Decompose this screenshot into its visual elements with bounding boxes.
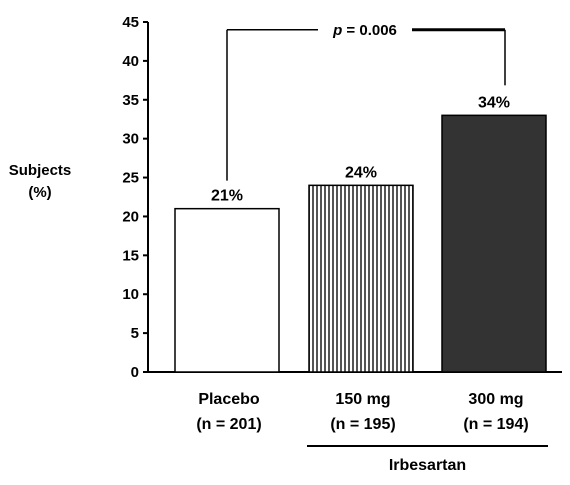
y-tick-label: 5: [131, 325, 139, 342]
y-tick-label: 30: [122, 131, 139, 148]
category-sublabel: (n = 195): [330, 416, 395, 433]
bars-layer: [174, 114, 547, 373]
category-label: 150 mg: [335, 391, 390, 408]
p-value-label: p = 0.006: [332, 22, 397, 39]
data-label: 21%: [211, 188, 243, 205]
annotation-layer: Irbesartan p = 0.006: [226, 22, 548, 474]
y-tick-label: 35: [122, 92, 139, 109]
category-label: Placebo: [198, 391, 260, 408]
category-label: 300 mg: [468, 391, 523, 408]
y-tick-label: 25: [122, 170, 139, 187]
bar-150-mg: [308, 184, 414, 373]
y-tick-label: 15: [122, 247, 139, 264]
p-symbol: p: [332, 22, 342, 39]
y-tick-label: 10: [122, 286, 139, 303]
y-tick-label: 20: [122, 208, 139, 225]
labels-layer: 21% Placebo (n = 201) 24% 150 mg (n = 195) 34%…: [196, 94, 528, 433]
category-sublabel: (n = 201): [196, 416, 261, 433]
data-label: 24%: [345, 164, 377, 181]
y-tick-label: 0: [131, 364, 139, 381]
bar-placebo: [174, 207, 280, 373]
y-axis-label-line-2: (%): [28, 184, 51, 201]
y-tick-label: 40: [122, 53, 139, 70]
group-label: Irbesartan: [389, 457, 466, 474]
category-sublabel: (n = 194): [463, 416, 528, 433]
y-tick-label: 45: [122, 14, 139, 31]
y-axis-label-line-1: Subjects: [9, 162, 72, 179]
data-label: 34%: [478, 94, 510, 111]
bar-300-mg: [441, 114, 547, 373]
p-value-text: = 0.006: [342, 22, 397, 39]
